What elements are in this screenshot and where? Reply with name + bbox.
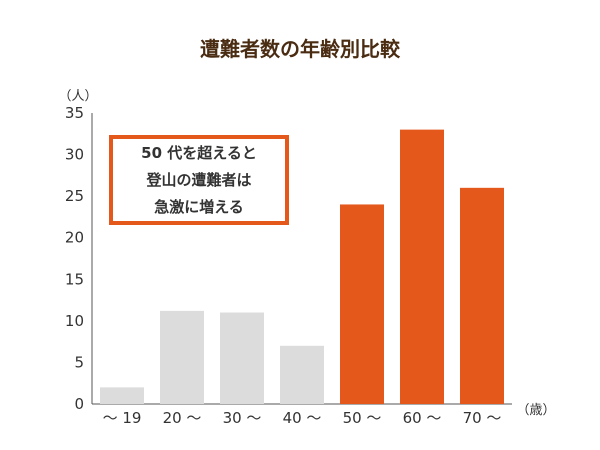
- x-tick-label: 20 ～: [163, 409, 202, 427]
- bar: [100, 387, 144, 404]
- bars: [100, 129, 504, 404]
- annotation-box: 50 代を超えると 登山の遭難者は 急激に増える: [109, 135, 289, 225]
- y-tick-label: 25: [65, 187, 84, 205]
- y-tick-label: 0: [74, 395, 84, 413]
- bar: [460, 187, 504, 404]
- y-tick-label: 20: [65, 229, 84, 247]
- annotation-line: 50 代を超えると: [141, 143, 257, 162]
- x-tick-label: 40 ～: [283, 409, 322, 427]
- x-tick-label: 60 ～: [403, 409, 442, 427]
- x-tick-label: ～ 19: [103, 409, 142, 427]
- y-tick-label: 15: [65, 270, 84, 288]
- annotation-line: 登山の遭難者は: [146, 170, 252, 189]
- x-tick-label: 50 ～: [343, 409, 382, 427]
- chart-title: 遭難者数の年齢別比較: [200, 37, 401, 61]
- y-tick-label: 30: [65, 146, 84, 164]
- bar: [400, 129, 444, 404]
- x-ticks: ～ 19 20 ～ 30 ～ 40 ～ 50 ～ 60 ～ 70 ～: [103, 409, 502, 427]
- y-tick-label: 10: [65, 312, 84, 330]
- x-tick-label: 30 ～: [223, 409, 262, 427]
- annotation-line: 急激に増える: [154, 197, 244, 216]
- y-ticks: 0 5 10 15 20 25 30 35: [65, 104, 84, 413]
- y-tick-label: 35: [65, 104, 84, 122]
- x-axis-unit: （歳）: [516, 403, 555, 418]
- y-axis-unit: （人）: [58, 89, 97, 104]
- bar: [340, 204, 384, 404]
- y-tick-label: 5: [74, 353, 84, 371]
- bar: [160, 310, 204, 404]
- bar: [280, 345, 324, 404]
- x-tick-label: 70 ～: [463, 409, 502, 427]
- bar: [220, 312, 264, 404]
